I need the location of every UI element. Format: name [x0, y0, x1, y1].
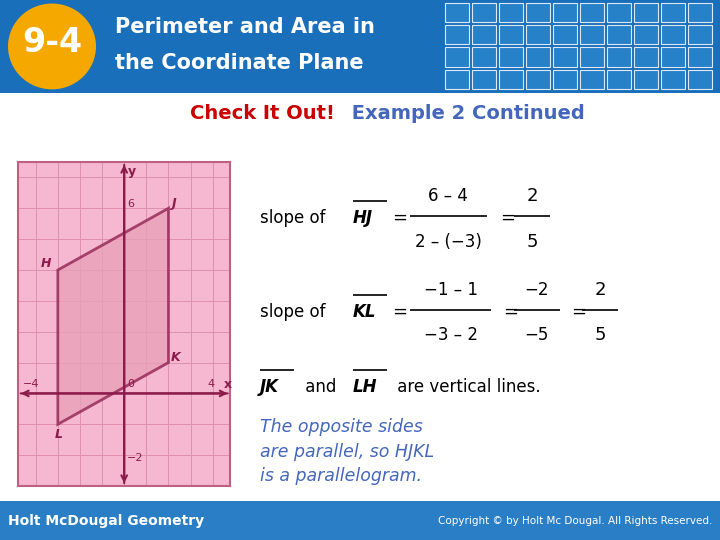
Text: =: = [500, 209, 516, 227]
Bar [661, 48, 685, 66]
Text: and: and [300, 378, 342, 396]
Bar [634, 25, 658, 44]
Bar [688, 25, 712, 44]
Text: KL: KL [353, 303, 377, 321]
Text: are parallel, so HJKL: are parallel, so HJKL [260, 442, 434, 461]
Text: −3 – 2: −3 – 2 [423, 326, 477, 345]
Bar [580, 70, 604, 89]
Bar [553, 70, 577, 89]
Bar [445, 48, 469, 66]
Bar [526, 25, 550, 44]
Text: y: y [128, 165, 136, 178]
Text: =: = [392, 209, 407, 227]
Text: 5: 5 [526, 233, 538, 251]
Text: 0: 0 [127, 379, 134, 389]
Text: −5: −5 [525, 326, 549, 345]
Text: 6: 6 [127, 199, 134, 208]
Bar [472, 48, 496, 66]
Text: slope of: slope of [260, 209, 331, 227]
Bar [499, 70, 523, 89]
Bar [526, 48, 550, 66]
Text: −1 – 1: −1 – 1 [423, 281, 477, 299]
Text: −4: −4 [22, 379, 39, 389]
Text: JK: JK [260, 378, 279, 396]
Text: 5: 5 [595, 326, 606, 345]
Bar [553, 48, 577, 66]
Bar [607, 25, 631, 44]
Bar [661, 3, 685, 22]
Bar [526, 70, 550, 89]
Bar [553, 25, 577, 44]
Text: are vertical lines.: are vertical lines. [392, 378, 540, 396]
Text: HJ: HJ [353, 209, 373, 227]
Bar [445, 3, 469, 22]
Bar [607, 3, 631, 22]
Bar [472, 3, 496, 22]
Bar [607, 48, 631, 66]
Text: =: = [503, 303, 518, 321]
Text: 4: 4 [207, 379, 215, 389]
Text: the Coordinate Plane: the Coordinate Plane [115, 52, 364, 72]
Text: H: H [41, 257, 52, 270]
Bar [661, 25, 685, 44]
Text: LH: LH [353, 378, 377, 396]
Bar [580, 3, 604, 22]
Ellipse shape [8, 4, 96, 89]
Bar [499, 48, 523, 66]
Text: 2: 2 [595, 281, 606, 299]
Text: x: x [224, 377, 232, 390]
Text: J: J [171, 197, 176, 210]
Bar [553, 3, 577, 22]
Text: −2: −2 [525, 281, 549, 299]
Text: 6 – 4: 6 – 4 [428, 187, 468, 205]
Bar [580, 48, 604, 66]
Bar [688, 70, 712, 89]
Bar [688, 3, 712, 22]
Bar [634, 48, 658, 66]
Bar [499, 25, 523, 44]
Bar [580, 25, 604, 44]
Text: Perimeter and Area in: Perimeter and Area in [115, 17, 375, 37]
Bar [634, 70, 658, 89]
Text: 2 – (−3): 2 – (−3) [415, 233, 482, 251]
Text: slope of: slope of [260, 303, 331, 321]
Text: The opposite sides: The opposite sides [260, 418, 423, 436]
Text: Holt McDougal Geometry: Holt McDougal Geometry [8, 514, 204, 528]
Bar [526, 3, 550, 22]
Text: 9-4: 9-4 [22, 26, 82, 59]
Bar [634, 3, 658, 22]
Polygon shape [58, 208, 168, 424]
Text: Copyright © by Holt Mc Dougal. All Rights Reserved.: Copyright © by Holt Mc Dougal. All Right… [438, 516, 712, 526]
Text: 2: 2 [526, 187, 538, 205]
Bar [472, 25, 496, 44]
Text: is a parallelogram.: is a parallelogram. [260, 467, 422, 484]
Text: =: = [392, 303, 407, 321]
Bar [445, 70, 469, 89]
Text: =: = [571, 303, 586, 321]
Text: K: K [171, 351, 181, 364]
Bar [499, 3, 523, 22]
Text: L: L [55, 428, 63, 441]
Bar [688, 48, 712, 66]
Text: −2: −2 [127, 453, 143, 463]
Text: Check It Out!: Check It Out! [190, 104, 335, 123]
Bar [445, 25, 469, 44]
Bar [472, 70, 496, 89]
Bar [661, 70, 685, 89]
Bar [607, 70, 631, 89]
Text: Example 2 Continued: Example 2 Continued [345, 104, 585, 123]
